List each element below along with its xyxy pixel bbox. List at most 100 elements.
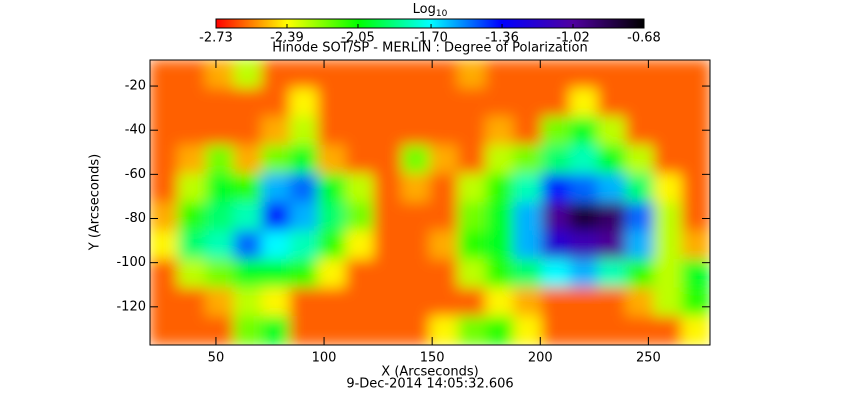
heatmap-cell: [457, 259, 487, 289]
heatmap-cell: [205, 287, 235, 317]
heatmap-cell: [317, 202, 347, 232]
heatmap-cell: [541, 202, 571, 232]
heatmap-cell: [345, 202, 375, 232]
heatmap-cell: [345, 316, 375, 345]
heatmap-cell: [205, 116, 235, 146]
heatmap-cell: [541, 259, 571, 289]
heatmap-cell: [653, 259, 683, 289]
heatmap-cell: [429, 287, 459, 317]
heatmap-cell: [233, 145, 263, 175]
heatmap-cell: [373, 259, 403, 289]
plot-frame: [149, 59, 711, 346]
heatmap-cell: [681, 230, 710, 260]
heatmap-cell: [205, 202, 235, 232]
heatmap-cell: [569, 230, 599, 260]
heatmap-cell: [233, 202, 263, 232]
heatmap-cell: [150, 287, 179, 317]
heatmap-cell: [541, 88, 571, 118]
heatmap-cell: [261, 173, 291, 203]
heatmap-cell: [150, 316, 179, 345]
heatmap-cell: [289, 116, 319, 146]
heatmap-cell: [150, 230, 179, 260]
heatmap-cell: [569, 316, 599, 345]
heatmap-cell: [625, 173, 655, 203]
heatmap-cell: [485, 202, 515, 232]
heatmap-cells: [150, 60, 710, 345]
heatmap-cell: [401, 316, 431, 345]
heatmap-cell: [429, 145, 459, 175]
y-tick-label: -20: [125, 79, 146, 94]
heatmap-cell: [289, 202, 319, 232]
heatmap-cell: [597, 202, 627, 232]
heatmap-cell: [597, 287, 627, 317]
heatmap-cell: [289, 173, 319, 203]
heatmap-cell: [541, 230, 571, 260]
heatmap-cell: [513, 60, 543, 89]
heatmap-cell: [150, 145, 179, 175]
heatmap-cell: [513, 316, 543, 345]
heatmap-cell: [485, 316, 515, 345]
heatmap-cell: [681, 202, 710, 232]
x-tick-label: 50: [208, 351, 225, 366]
heatmap-cell: [177, 88, 207, 118]
heatmap: [150, 60, 710, 345]
heatmap-cell: [150, 116, 179, 146]
heatmap-cell: [205, 173, 235, 203]
heatmap-cell: [513, 202, 543, 232]
heatmap-cell: [625, 60, 655, 89]
heatmap-cell: [457, 145, 487, 175]
heatmap-cell: [289, 287, 319, 317]
heatmap-cell: [205, 60, 235, 89]
colorbar-tick-label: -1.36: [485, 31, 519, 46]
heatmap-cell: [625, 202, 655, 232]
y-tick-label: -60: [125, 167, 146, 182]
heatmap-cell: [625, 287, 655, 317]
heatmap-cell: [233, 173, 263, 203]
heatmap-cell: [625, 145, 655, 175]
heatmap-cell: [429, 116, 459, 146]
heatmap-cell: [345, 145, 375, 175]
heatmap-cell: [513, 88, 543, 118]
heatmap-cell: [345, 230, 375, 260]
heatmap-cell: [150, 259, 179, 289]
heatmap-cell: [429, 173, 459, 203]
heatmap-cell: [597, 116, 627, 146]
heatmap-cell: [457, 116, 487, 146]
heatmap-cell: [457, 287, 487, 317]
colorbar-title-sub: 10: [436, 9, 448, 19]
heatmap-cell: [289, 88, 319, 118]
heatmap-cell: [345, 88, 375, 118]
heatmap-cell: [569, 287, 599, 317]
heatmap-cell: [205, 230, 235, 260]
heatmap-cell: [373, 202, 403, 232]
heatmap-cell: [653, 116, 683, 146]
heatmap-cell: [541, 287, 571, 317]
heatmap-cell: [150, 202, 179, 232]
heatmap-cell: [485, 287, 515, 317]
heatmap-cell: [653, 230, 683, 260]
heatmap-cell: [150, 88, 179, 118]
heatmap-cell: [177, 230, 207, 260]
heatmap-cell: [401, 173, 431, 203]
heatmap-cell: [485, 173, 515, 203]
heatmap-cell: [681, 88, 710, 118]
heatmap-cell: [401, 145, 431, 175]
heatmap-cell: [569, 88, 599, 118]
heatmap-cell: [457, 88, 487, 118]
colorbar-title: Log10: [413, 2, 448, 19]
heatmap-cell: [317, 287, 347, 317]
heatmap-cell: [261, 259, 291, 289]
heatmap-cell: [653, 316, 683, 345]
heatmap-cell: [485, 259, 515, 289]
heatmap-cell: [373, 287, 403, 317]
colorbar-tick-label: -2.05: [341, 31, 375, 46]
heatmap-cell: [401, 202, 431, 232]
x-tick-label: 250: [636, 351, 661, 366]
heatmap-cell: [513, 230, 543, 260]
heatmap-cell: [289, 259, 319, 289]
heatmap-cell: [457, 60, 487, 89]
heatmap-cell: [429, 88, 459, 118]
heatmap-cell: [373, 230, 403, 260]
heatmap-cell: [401, 116, 431, 146]
x-tick-label: 150: [420, 351, 445, 366]
